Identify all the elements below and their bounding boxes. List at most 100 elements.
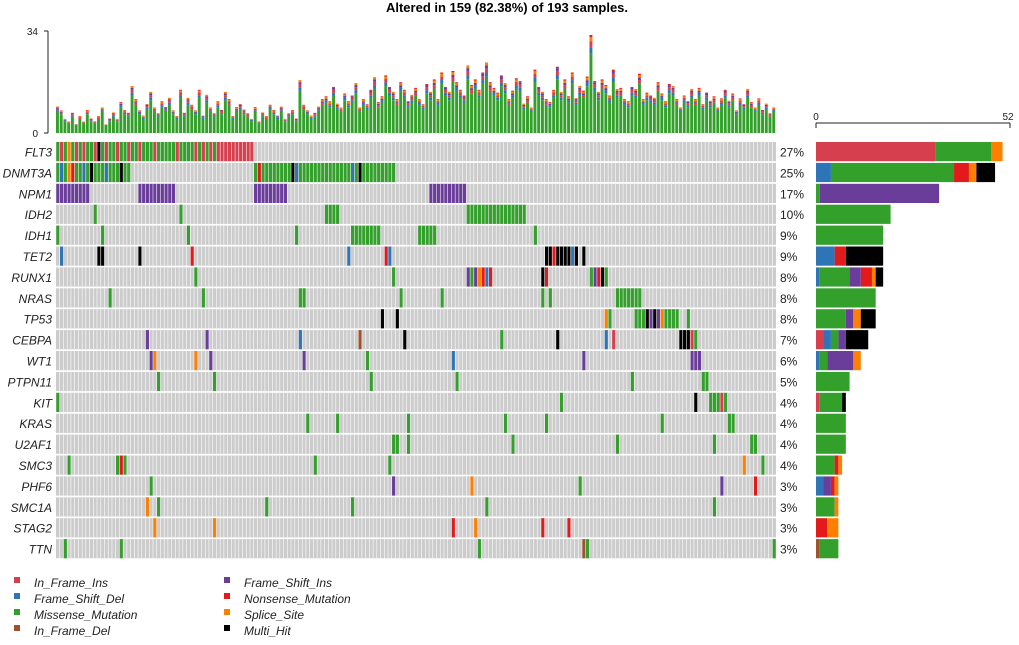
tmb-bar-segment [570,80,574,84]
mutation-cell [242,142,246,162]
tmb-bar-segment [182,115,186,117]
tmb-bar-segment [130,89,134,93]
mutation-cell [324,162,329,183]
tmb-bar-segment [772,108,776,110]
tmb-bar-segment [529,111,533,133]
tmb-bar-segment [649,102,653,133]
tmb-bar-segment [346,101,350,102]
tmb-bar-segment [119,102,123,104]
mutation-cell [377,162,381,183]
tmb-bar-segment [373,77,377,80]
tmb-bar-segment [462,96,466,98]
mutation-cell [347,162,351,183]
tmb-bar-segment [485,65,488,69]
mutation-cell [362,162,366,183]
tmb-bar-segment [410,102,414,133]
mutation-cell [153,142,157,162]
tmb-bar-segment [373,88,377,133]
tmb-bar-segment [529,107,533,109]
tmb-bar-segment [772,107,776,109]
tmb-bar-segment [630,87,634,90]
tmb-bar-segment [376,105,380,108]
mutation-cell [500,204,504,224]
tmb-bar-segment [567,97,571,99]
tmb-bar-segment [216,101,220,104]
tmb-bar-segment [358,109,362,111]
tmb-bar-segment [447,93,451,96]
tmb-bar-segment [126,114,130,116]
mutation-cell [470,204,474,224]
grid-row-background [56,309,776,329]
mutation-cell [336,204,340,224]
tmb-bar-segment [593,90,597,133]
mutation-cell [160,142,164,162]
tmb-bar-segment [757,102,761,105]
mutation-cell [201,142,205,162]
tmb-bar-segment [701,104,705,105]
mutation-cell [198,142,202,162]
tmb-bar-segment [141,116,145,117]
tmb-bar-segment [593,84,597,88]
tmb-bar-segment [514,85,518,89]
tmb-bar-segment [589,37,593,42]
tmb-bar-segment [567,98,571,101]
mutation-cell [93,204,97,224]
tmb-bar-segment [731,97,735,101]
mutation-cell [93,162,97,183]
tmb-bar-segment [693,104,697,133]
tmb-bar-segment [443,86,447,88]
tmb-bar-segment [97,117,100,119]
tmb-bar-segment [194,112,197,115]
tmb-bar-segment [742,104,746,105]
tmb-bar-segment [93,122,97,124]
tmb-bar-segment [462,95,466,97]
tmb-bar-segment [477,97,481,133]
tmb-bar-segment [283,121,287,133]
mutation-cell [86,183,90,203]
mutation-cell [227,142,232,162]
grid-row-background [56,246,776,266]
tmb-bar-segment [548,102,552,104]
tmb-bar-segment [216,103,220,106]
tmb-bar-segment [634,90,638,93]
tmb-bar-segment [82,122,86,124]
tmb-bar-segment [544,104,548,133]
tmb-bar-segment [429,97,432,101]
tmb-bar-segment [376,101,380,103]
grid-row-background [56,434,776,454]
mutation-cell [160,183,164,203]
mutation-cell [104,162,108,183]
tmb-bar-segment [332,95,335,133]
tmb-bar-segment [369,90,373,93]
mutation-cell [127,162,131,183]
mutation-cell [123,162,127,183]
tmb-bar-segment [328,101,332,102]
tmb-bar-segment [596,91,600,94]
tmb-bar-segment [585,77,589,81]
tmb-bar-segment [582,91,585,94]
tmb-bar-segment [108,118,112,120]
tmb-bar-segment [380,102,384,133]
tmb-bar-segment [317,107,321,109]
mutation-cell [257,183,261,203]
tmb-bar-segment [734,111,738,113]
tmb-bar-segment [388,87,391,90]
tmb-bar-segment [365,104,369,106]
tmb-bar-segment [641,102,645,105]
tmb-bar-segment [477,90,481,93]
tmb-bar-segment [152,107,156,109]
tmb-bar-segment [458,95,462,98]
tmb-bar-segment [440,76,444,81]
grid-row-background [56,183,776,203]
tmb-bar-segment [149,100,153,133]
tmb-bar-segment [727,103,731,106]
tmb-bar-segment [656,85,660,88]
mutation-cell [332,204,336,224]
tmb-bar-segment [690,95,694,98]
tmb-bar-segment [406,105,410,108]
tmb-bar-segment [716,111,720,133]
tmb-bar-segment [365,104,369,105]
tmb-bar-segment [582,93,585,96]
tmb-bar-segment [238,109,242,133]
tmb-bar-segment [619,92,623,96]
